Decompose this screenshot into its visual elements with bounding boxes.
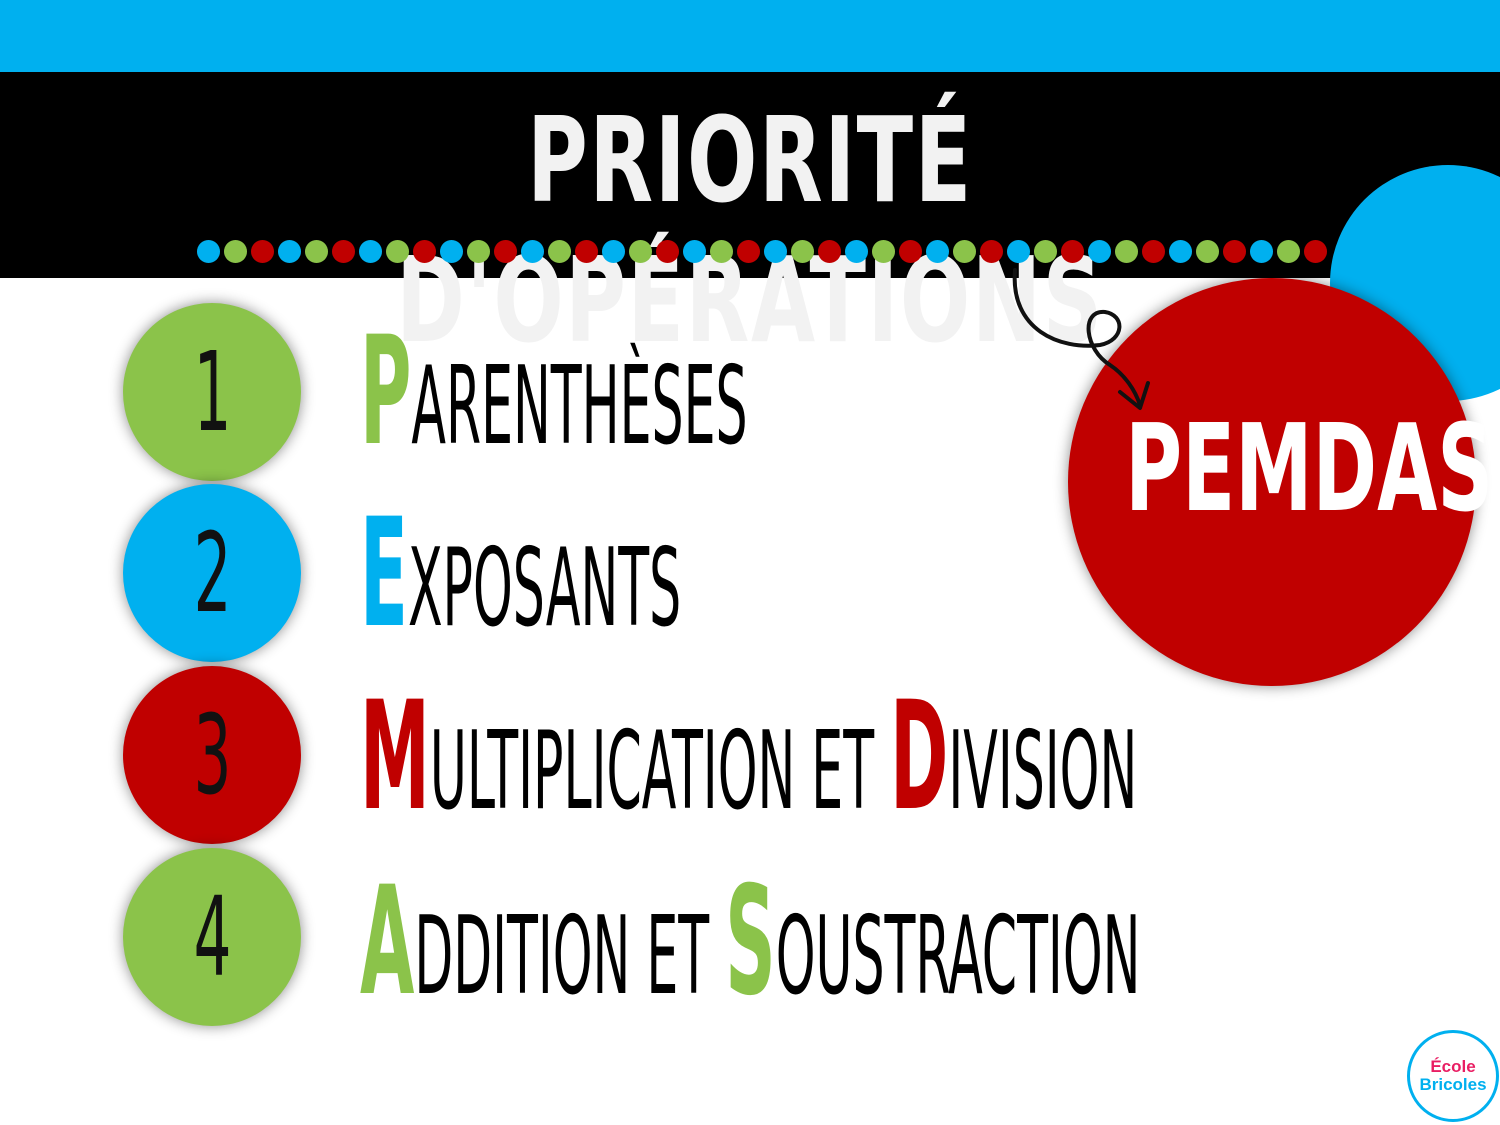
pemdas-circle: [1068, 278, 1476, 686]
step-initial-letter: D: [890, 670, 949, 844]
dot-blue: [440, 240, 463, 263]
dot-red: [818, 240, 841, 263]
ecole-bricoles-logo: École Bricoles: [1407, 1030, 1499, 1122]
dot-blue: [1007, 240, 1030, 263]
dot-blue: [602, 240, 625, 263]
dot-red: [575, 240, 598, 263]
dot-green: [467, 240, 490, 263]
step-initial-letter: A: [360, 855, 415, 1029]
step-word-rest: XPOSANTS: [407, 526, 682, 651]
step-number: 3: [193, 691, 231, 819]
step-label: EXPOSANTS: [360, 487, 681, 661]
dot-red: [413, 240, 436, 263]
step-word-rest: DDITION ET: [414, 894, 726, 1019]
dot-blue: [197, 240, 220, 263]
step-word-rest: OUSTRACTION: [775, 894, 1141, 1019]
dot-red: [494, 240, 517, 263]
top-blue-band: [0, 0, 1500, 72]
dot-green: [710, 240, 733, 263]
dot-blue: [764, 240, 787, 263]
step-initial-letter: M: [360, 670, 430, 844]
dot-red: [737, 240, 760, 263]
step-label: PARENTHÈSES: [360, 305, 748, 479]
dot-blue: [1169, 240, 1192, 263]
dot-red: [251, 240, 274, 263]
step-initial-letter: S: [725, 855, 776, 1029]
dot-green: [629, 240, 652, 263]
logo-line2: Bricoles: [1419, 1075, 1487, 1094]
dot-red: [899, 240, 922, 263]
dot-row: [197, 240, 1327, 264]
dot-green: [1034, 240, 1057, 263]
dot-blue: [1088, 240, 1111, 263]
dot-blue: [359, 240, 382, 263]
step-number-circle: 1: [123, 303, 301, 481]
dot-green: [386, 240, 409, 263]
step-number-circle: 4: [123, 848, 301, 1026]
dot-green: [1196, 240, 1219, 263]
dot-red: [332, 240, 355, 263]
step-label: ADDITION ET SOUSTRACTION: [360, 855, 1140, 1029]
dot-green: [953, 240, 976, 263]
logo-line1: École: [1430, 1057, 1476, 1076]
step-number-circle: 2: [123, 484, 301, 662]
dot-green: [1115, 240, 1138, 263]
dot-red: [1142, 240, 1165, 263]
step-word-rest: ULTIPLICATION ET: [429, 709, 891, 834]
step-word-rest: ARENTHÈSES: [411, 344, 748, 469]
dot-blue: [1250, 240, 1273, 263]
dot-red: [1223, 240, 1246, 263]
step-number: 1: [193, 328, 231, 456]
dot-red: [1061, 240, 1084, 263]
step-number: 2: [193, 509, 231, 637]
dot-green: [791, 240, 814, 263]
step-number-circle: 3: [123, 666, 301, 844]
step-word-rest: IVISION: [948, 709, 1138, 834]
dot-green: [224, 240, 247, 263]
step-label: MULTIPLICATION ET DIVISION: [360, 670, 1137, 844]
dot-green: [1277, 240, 1300, 263]
dot-blue: [683, 240, 706, 263]
dot-blue: [521, 240, 544, 263]
dot-red: [1304, 240, 1327, 263]
step-initial-letter: E: [360, 487, 408, 661]
dot-red: [656, 240, 679, 263]
dot-blue: [926, 240, 949, 263]
step-number: 4: [193, 873, 231, 1001]
dot-green: [548, 240, 571, 263]
dot-green: [872, 240, 895, 263]
dot-blue: [278, 240, 301, 263]
dot-blue: [845, 240, 868, 263]
step-initial-letter: P: [360, 305, 412, 479]
dot-green: [305, 240, 328, 263]
dot-red: [980, 240, 1003, 263]
